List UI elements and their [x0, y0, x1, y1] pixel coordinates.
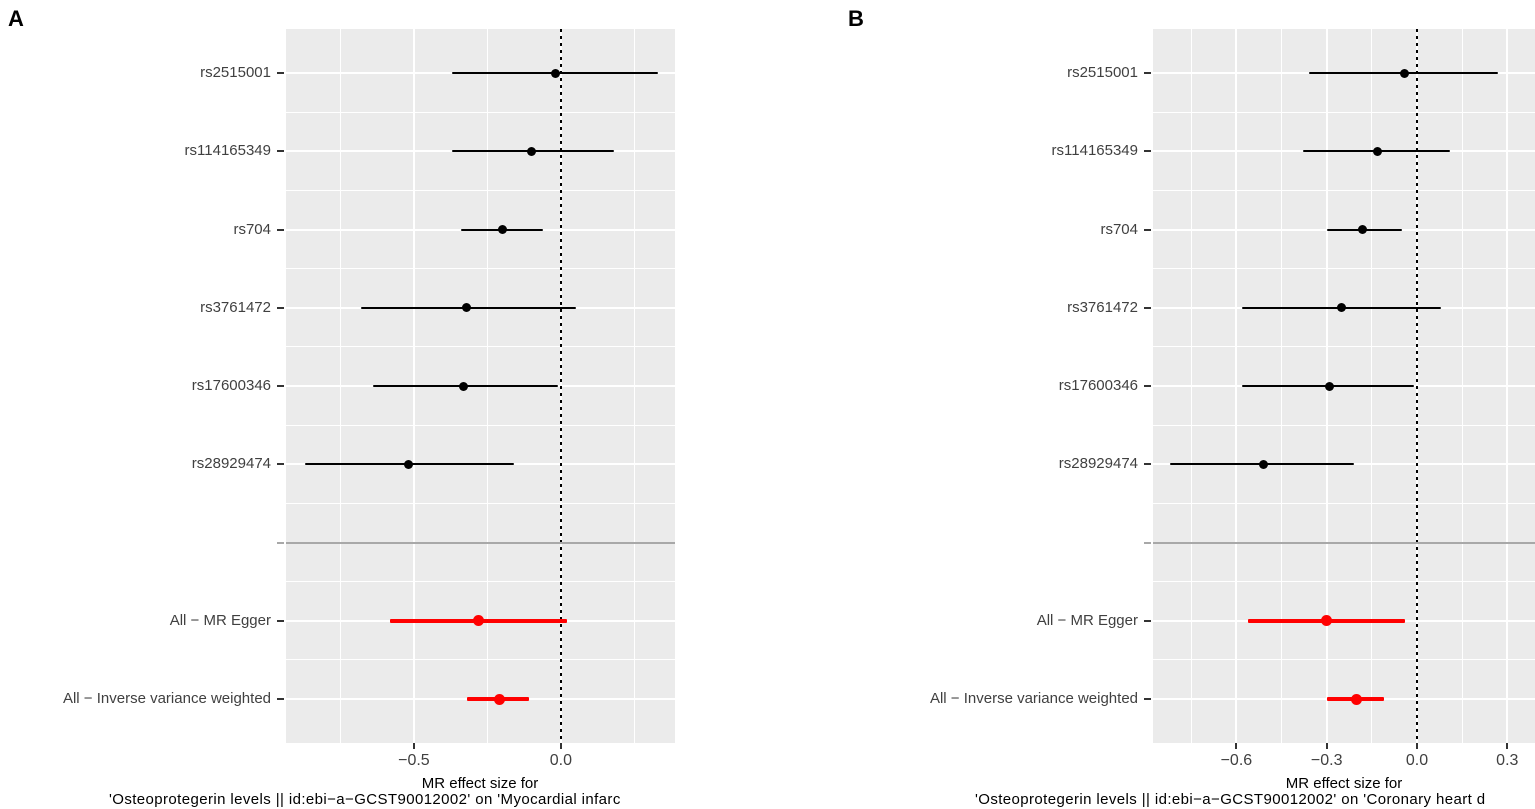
y-axis-tick: [277, 698, 284, 700]
x-axis-tick: [412, 743, 415, 749]
plot-panel: [286, 29, 675, 743]
x-axis-tick: [1235, 743, 1238, 749]
snp-row-label: rs704: [233, 220, 271, 238]
row-minor-gridline: [1153, 111, 1535, 113]
snp-row-label: rs2515001: [1067, 64, 1138, 81]
summary-row-label: All − Inverse variance weighted: [62, 690, 271, 707]
row-minor-gridline: [1153, 581, 1535, 583]
summary-point: [473, 615, 485, 627]
x-axis-tick: [1506, 743, 1509, 749]
row-minor-gridline: [1153, 659, 1535, 661]
snp-row-label: rs114165349: [1051, 142, 1138, 160]
snp-point: [1358, 225, 1368, 234]
y-axis-tick: [1144, 698, 1151, 700]
panel-letter-a: A: [8, 6, 24, 31]
methods-separator-line: [1153, 541, 1535, 544]
row-minor-gridline: [286, 189, 675, 191]
x-axis-tick: [1325, 743, 1328, 749]
y-axis-tick: [1144, 306, 1151, 309]
summary-row-label: All − MR Egger: [169, 611, 271, 629]
snp-point: [1400, 68, 1410, 78]
snp-row-label: rs3761472: [200, 298, 271, 316]
snp-point: [527, 146, 536, 156]
x-axis-tick-label: −0.3: [1310, 752, 1343, 769]
row-minor-gridline: [1153, 268, 1535, 270]
y-axis-tick: [1144, 72, 1151, 74]
zero-reference-line: [1415, 29, 1418, 743]
snp-point: [1258, 459, 1268, 469]
panel-letter-b: B: [848, 6, 864, 31]
y-axis-tick: [277, 541, 284, 544]
summary-point: [1321, 615, 1333, 627]
zero-reference-line: [559, 29, 562, 743]
summary-point: [1351, 693, 1363, 705]
snp-point: [1325, 381, 1335, 391]
snp-point: [459, 381, 469, 391]
x-axis-tick-label: 0.3: [1496, 752, 1519, 769]
y-axis-tick: [1144, 463, 1151, 466]
row-minor-gridline: [1153, 346, 1535, 348]
row-minor-gridline: [286, 581, 675, 583]
plot-panel: [1153, 29, 1535, 743]
y-axis-tick: [1144, 541, 1151, 544]
methods-separator-line: [286, 541, 675, 544]
snp-point: [1373, 146, 1383, 156]
snp-point: [550, 68, 560, 78]
x-axis-tick-label: −0.5: [398, 752, 430, 769]
row-minor-gridline: [1153, 502, 1535, 504]
x-axis-title-line1-a: MR effect size for: [421, 775, 539, 792]
row-minor-gridline: [1153, 189, 1535, 191]
row-minor-gridline: [286, 268, 675, 270]
snp-row-label: rs28929474: [1058, 455, 1138, 473]
snp-row-label: rs2515001: [200, 64, 271, 81]
x-axis-tick-label: 0.0: [1405, 752, 1429, 769]
x-axis-tick: [559, 743, 562, 749]
y-axis-tick: [277, 463, 284, 466]
snp-point: [497, 225, 507, 234]
y-axis-tick: [1144, 619, 1151, 622]
snp-row-label: rs114165349: [184, 142, 271, 160]
x-axis-title-line2-a: 'Osteoprotegerin levels || id:ebi−a−GCST…: [109, 791, 621, 808]
x-axis-tick: [1415, 743, 1418, 749]
y-axis-tick: [277, 619, 284, 622]
snp-point: [462, 303, 472, 313]
row-minor-gridline: [286, 659, 675, 661]
y-axis-tick: [277, 385, 284, 387]
y-axis-tick: [277, 150, 284, 153]
summary-point: [493, 693, 505, 705]
y-axis-tick: [277, 72, 284, 74]
x-axis-tick-label: −0.6: [1220, 752, 1253, 769]
snp-row-label: rs3761472: [1067, 298, 1138, 316]
snp-row-label: rs17600346: [191, 377, 271, 394]
summary-row-label: All − Inverse variance weighted: [929, 690, 1138, 707]
x-axis-title-line2-b: 'Osteoprotegerin levels || id:ebi−a−GCST…: [975, 791, 1486, 808]
forest-plot-panel-a: A rs2515001 rs114165349 rs704 rs3761472 rs17…: [0, 0, 760, 809]
forest-plot-panel-b: B rs2515001 rs114165349 rs704 rs3761472 rs17…: [760, 0, 1535, 809]
y-axis-tick: [277, 306, 284, 309]
row-minor-gridline: [1153, 424, 1535, 426]
row-minor-gridline: [286, 502, 675, 504]
row-minor-gridline: [286, 424, 675, 426]
row-minor-gridline: [286, 111, 675, 113]
snp-row-label: rs704: [1100, 220, 1138, 238]
snp-row-label: rs17600346: [1058, 377, 1138, 394]
y-axis-tick: [1144, 228, 1151, 231]
y-axis-tick: [277, 228, 284, 231]
summary-row-label: All − MR Egger: [1036, 611, 1138, 629]
x-axis-title-line1-b: MR effect size for: [1285, 775, 1403, 792]
snp-point: [1337, 303, 1347, 313]
x-axis-tick-label: 0.0: [549, 752, 573, 769]
y-axis-tick: [1144, 150, 1151, 153]
snp-row-label: rs28929474: [191, 455, 271, 473]
row-minor-gridline: [286, 346, 675, 348]
snp-point: [403, 459, 413, 469]
y-axis-tick: [1144, 385, 1151, 387]
